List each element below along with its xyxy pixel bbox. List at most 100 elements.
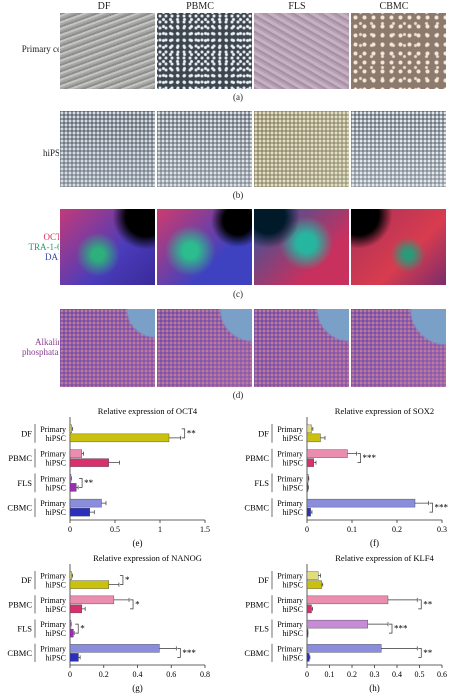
klf4-bar-df-hipsc xyxy=(306,580,322,589)
ap-stain-df xyxy=(59,308,156,388)
sox2-group-label-cbmc: CBMC xyxy=(244,503,269,513)
nanog-bar-label-hipsc: hiPSC xyxy=(46,605,66,614)
nanog-group-label-pbmc: PBMC xyxy=(8,599,32,609)
nanog-significance-cbmc: *** xyxy=(182,648,196,658)
nanog-bar-label-primary: Primary xyxy=(40,572,66,581)
sox2-bar-df-primary xyxy=(306,424,312,434)
sox2-bar-pbmc-primary xyxy=(306,449,348,458)
klf4-group-label-pbmc: PBMC xyxy=(245,599,269,609)
nanog-significance-bracket xyxy=(130,599,134,610)
klf4-x-tick-label: 0.2 xyxy=(347,670,357,679)
sox2-significance-pbmc: *** xyxy=(363,453,377,463)
sox2-bar-pbmc-hipsc xyxy=(306,458,314,467)
row-label-primary-cell: Primary cell xyxy=(21,44,66,54)
label-tra-1-60: TRA-1-60 xyxy=(28,242,67,252)
panel-tag-c: (c) xyxy=(233,289,243,299)
nanog-x-tick-label: 0 xyxy=(68,670,72,679)
ap-stain-pbmc xyxy=(156,308,253,388)
oct4-group-label-pbmc: PBMC xyxy=(8,453,32,463)
fluorescence-pbmc xyxy=(156,208,253,286)
klf4-bar-label-primary: Primary xyxy=(277,572,303,581)
label-phosphatase: phosphatase xyxy=(22,347,66,357)
sox2-significance-bracket xyxy=(357,453,361,463)
oct4-significance-df: ** xyxy=(187,428,197,438)
nanog-bar-pbmc-primary xyxy=(69,595,115,605)
oct4-bar-df-primary xyxy=(69,424,72,434)
klf4-bar-fls-primary xyxy=(306,619,368,629)
fluorescence-fls xyxy=(253,208,350,286)
micrograph-pbmc-primary xyxy=(156,12,253,90)
oct4-bar-fls-primary xyxy=(69,474,72,483)
klf4-group-label-fls: FLS xyxy=(254,624,269,634)
micrograph-df-hipsc xyxy=(59,110,156,188)
panel-tag-a: (a) xyxy=(233,92,243,102)
klf4-group-label-df: DF xyxy=(258,575,269,585)
nanog-significance-bracket xyxy=(177,648,181,658)
klf4-x-tick-label: 0.3 xyxy=(370,670,380,679)
label-oct4: OCT4 xyxy=(43,232,67,242)
oct4-bar-label-primary: Primary xyxy=(40,425,66,434)
nanog-significance-df: * xyxy=(125,575,130,585)
klf4-significance-fls: *** xyxy=(394,624,408,634)
fluorescence-cbmc xyxy=(350,208,447,286)
klf4-bar-label-primary: Primary xyxy=(277,620,303,629)
oct4-significance-bracket xyxy=(181,428,186,439)
oct4-group-label-cbmc: CBMC xyxy=(7,503,32,513)
nanog-bar-cbmc-primary xyxy=(69,644,160,653)
fluorescence-df xyxy=(59,208,156,286)
klf4-chart-title: Relative expression of KLF4 xyxy=(335,553,434,563)
klf4-panel-tag: (h) xyxy=(369,683,380,693)
nanog-group-label-fls: FLS xyxy=(17,624,32,634)
column-header-fls: FLS xyxy=(288,1,306,12)
klf4-bar-label-hipsc: hiPSC xyxy=(283,629,303,638)
sox2-bar-fls-hipsc xyxy=(306,483,309,492)
sox2-bar-cbmc-hipsc xyxy=(306,507,311,517)
nanog-x-tick-label: 0.8 xyxy=(200,670,210,679)
sox2-bar-label-hipsc: hiPSC xyxy=(283,459,303,468)
sox2-group-label-df: DF xyxy=(258,428,269,438)
sox2-panel-tag: (f) xyxy=(370,538,379,548)
column-header-pbmc: PBMC xyxy=(186,1,214,12)
klf4-x-tick-label: 0.1 xyxy=(325,670,335,679)
nanog-bar-label-hipsc: hiPSC xyxy=(46,581,66,590)
oct4-bar-label-hipsc: hiPSC xyxy=(46,483,66,492)
sox2-bar-label-hipsc: hiPSC xyxy=(283,483,303,492)
panel-tag-d: (d) xyxy=(232,390,244,400)
micrograph-df-primary xyxy=(59,12,156,90)
klf4-x-tick-label: 0.6 xyxy=(437,670,447,679)
oct4-x-tick-label: 0 xyxy=(68,525,72,534)
chart-nanog: Relative expression of NANOG 0 0.2 0.4 0.6 0.… xyxy=(7,553,210,693)
micrograph-pbmc-hipsc xyxy=(156,110,253,188)
sox2-bar-label-primary: Primary xyxy=(277,499,303,508)
klf4-bar-label-hipsc: hiPSC xyxy=(283,653,303,662)
nanog-group-label-cbmc: CBMC xyxy=(7,648,32,658)
nanog-x-tick-label: 0.2 xyxy=(99,670,109,679)
klf4-bar-label-primary: Primary xyxy=(277,596,303,605)
nanog-bar-label-hipsc: hiPSC xyxy=(46,653,66,662)
nanog-significance-bracket xyxy=(75,623,79,634)
column-header-df: DF xyxy=(97,1,111,12)
oct4-bar-pbmc-hipsc xyxy=(69,458,109,467)
sox2-bar-label-hipsc: hiPSC xyxy=(283,434,303,443)
sox2-bar-df-hipsc xyxy=(306,433,321,443)
micrograph-fls-primary xyxy=(253,12,350,90)
sox2-significance-bracket xyxy=(429,502,433,513)
sox2-bar-label-primary: Primary xyxy=(277,450,303,459)
klf4-bar-label-hipsc: hiPSC xyxy=(283,581,303,590)
oct4-bar-label-primary: Primary xyxy=(40,474,66,483)
klf4-x-tick-label: 0 xyxy=(305,670,309,679)
nanog-bar-df-hipsc xyxy=(69,580,110,589)
sox2-group-label-pbmc: PBMC xyxy=(245,453,269,463)
nanog-bar-df-primary xyxy=(69,571,72,580)
nanog-bar-label-primary: Primary xyxy=(40,620,66,629)
klf4-bar-label-primary: Primary xyxy=(277,644,303,653)
sox2-x-tick-label: 0.1 xyxy=(347,525,357,534)
oct4-group-label-df: DF xyxy=(21,428,32,438)
nanog-bar-cbmc-hipsc xyxy=(69,653,79,662)
chart-klf4: Relative expression of KLF4 0 0.1 0.2 0.3 0.4… xyxy=(244,553,447,693)
oct4-bar-label-primary: Primary xyxy=(40,499,66,508)
nanog-significance-fls: * xyxy=(80,624,85,634)
oct4-bar-pbmc-primary xyxy=(69,449,82,458)
sox2-bar-label-primary: Primary xyxy=(277,474,303,483)
micrograph-cbmc-primary xyxy=(350,12,447,90)
